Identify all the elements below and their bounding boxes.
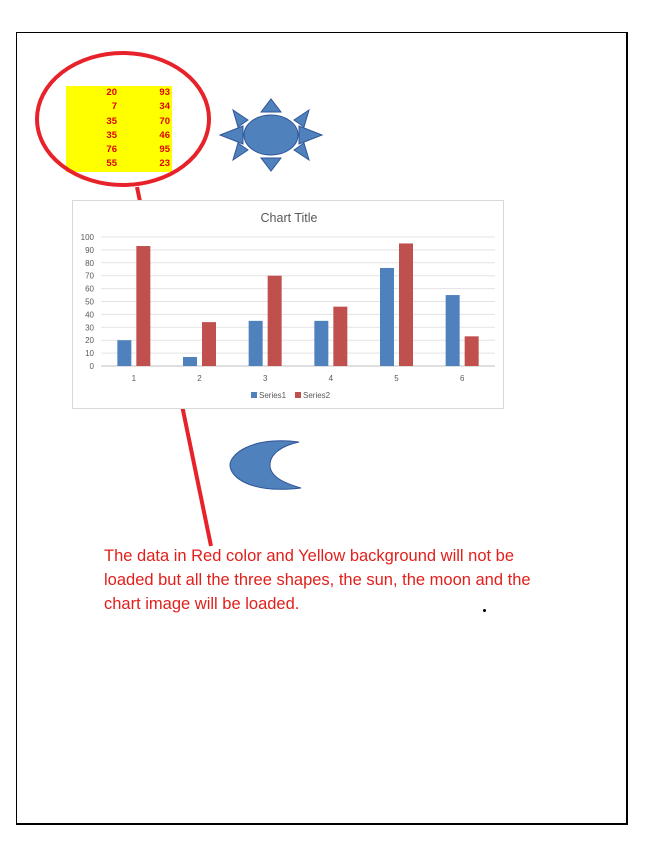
bar-series1-6 bbox=[445, 295, 460, 366]
x-tick-label: 4 bbox=[329, 374, 334, 383]
y-tick-label: 80 bbox=[85, 259, 94, 268]
table-cell: 34 bbox=[159, 101, 170, 113]
caption-text: The data in Red color and Yellow backgro… bbox=[104, 547, 531, 613]
bar-series2-4 bbox=[333, 306, 348, 366]
y-tick-label: 100 bbox=[81, 233, 95, 242]
table-cell: 55 bbox=[106, 158, 117, 170]
y-tick-label: 30 bbox=[85, 323, 94, 332]
chart-title: Chart Title bbox=[261, 211, 318, 225]
x-tick-label: 3 bbox=[263, 374, 268, 383]
chart-canvas: Chart Title 0 10 20 30 40 50 60 70 80 90 100 1 2 3 4 5 6 S… bbox=[81, 211, 495, 400]
y-tick-label: 70 bbox=[85, 272, 94, 281]
legend-swatch-series2 bbox=[295, 392, 301, 398]
legend-swatch-series1 bbox=[251, 392, 257, 398]
bar-series2-6 bbox=[464, 336, 479, 366]
data-table: 20 93 7 34 35 70 35 46 76 95 55 23 bbox=[66, 86, 172, 172]
table-cell: 46 bbox=[159, 129, 170, 141]
bar-chart: Chart Title 0 10 20 30 40 50 60 70 80 90 100 1 2 3 4 5 6 S… bbox=[72, 200, 504, 409]
table-cell: 95 bbox=[159, 144, 170, 156]
bar-series1-5 bbox=[380, 267, 394, 366]
table-row: 55 23 bbox=[66, 157, 172, 171]
bar-series1-2 bbox=[183, 356, 197, 366]
legend-label-series2: Series2 bbox=[303, 391, 331, 400]
table-cell: 23 bbox=[159, 158, 170, 170]
table-cell: 70 bbox=[159, 115, 170, 127]
table-row: 20 93 bbox=[66, 86, 172, 100]
y-tick-label: 0 bbox=[90, 362, 95, 371]
y-tick-label: 60 bbox=[85, 285, 94, 294]
table-cell: 20 bbox=[106, 87, 117, 98]
x-tick-label: 1 bbox=[132, 374, 137, 383]
bar-series2-5 bbox=[399, 243, 413, 366]
bar-series1-3 bbox=[248, 320, 263, 366]
table-cell: 35 bbox=[106, 129, 117, 141]
x-tick-label: 2 bbox=[197, 374, 202, 383]
table-cell: 93 bbox=[159, 87, 170, 98]
bar-series2-1 bbox=[136, 246, 151, 366]
bar-series2-3 bbox=[267, 275, 282, 366]
stray-dot bbox=[483, 609, 486, 612]
x-tick-label: 5 bbox=[394, 374, 399, 383]
y-tick-label: 90 bbox=[85, 246, 94, 255]
data-table-body: 20 93 7 34 35 70 35 46 76 95 55 23 bbox=[66, 86, 172, 172]
y-tick-label: 50 bbox=[85, 298, 94, 307]
table-cell: 76 bbox=[106, 144, 117, 156]
bar-series1-4 bbox=[314, 320, 329, 366]
legend-label-series1: Series1 bbox=[259, 391, 287, 400]
table-row: 35 70 bbox=[66, 115, 172, 129]
x-tick-label: 6 bbox=[460, 374, 465, 383]
table-cell: 35 bbox=[106, 115, 117, 127]
y-tick-label: 40 bbox=[85, 310, 94, 319]
table-row: 35 46 bbox=[66, 129, 172, 143]
table-cell: 7 bbox=[111, 101, 117, 113]
table-row: 76 95 bbox=[66, 143, 172, 157]
y-tick-label: 10 bbox=[85, 349, 94, 358]
y-tick-label: 20 bbox=[85, 336, 94, 345]
table-row: 7 34 bbox=[66, 100, 172, 114]
bar-series1-1 bbox=[117, 340, 132, 366]
bar-series2-2 bbox=[202, 322, 216, 366]
